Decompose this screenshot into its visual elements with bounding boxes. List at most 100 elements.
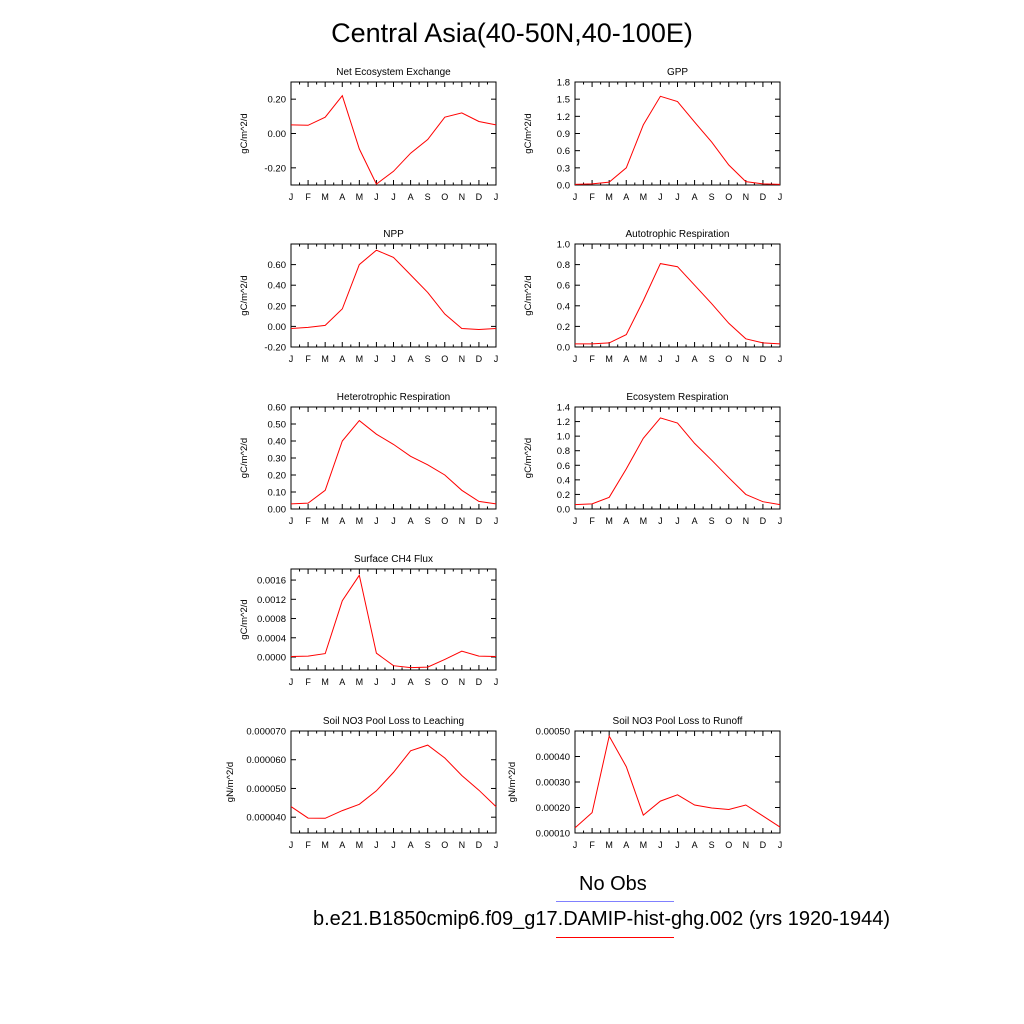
x-tick-label: A [623, 192, 629, 202]
y-axis-label: gC/m^2/d [523, 438, 534, 478]
x-tick-label: J [494, 840, 499, 850]
y-tick-label: 1.8 [557, 78, 570, 89]
x-tick-label: S [425, 354, 431, 364]
x-tick-label: S [709, 516, 715, 526]
x-tick-label: J [675, 354, 680, 364]
series-line [290, 744, 497, 819]
y-tick-label: 0.10 [268, 488, 287, 499]
y-axis-label: gC/m^2/d [239, 275, 250, 315]
x-tick-label: M [605, 354, 613, 364]
x-tick-label: O [441, 354, 448, 364]
y-axis-label: gN/m^2/d [225, 762, 236, 802]
x-tick-label: D [760, 840, 767, 850]
y-tick-label: 0.00020 [536, 803, 570, 814]
x-tick-label: J [658, 516, 663, 526]
plot-frame [290, 243, 497, 348]
x-tick-label: M [640, 192, 648, 202]
y-tick-label: 0.0 [557, 181, 570, 192]
y-tick-label: -0.20 [264, 163, 286, 174]
x-tick-label: J [494, 516, 499, 526]
x-tick-label: J [289, 840, 294, 850]
plot-frame [574, 243, 781, 348]
y-tick-label: 0.9 [557, 129, 570, 140]
x-tick-label: M [605, 840, 613, 850]
y-tick-label: 0.6 [557, 461, 570, 472]
x-tick-label: M [640, 516, 648, 526]
plot-frame [574, 730, 781, 834]
y-tick-label: 0.0 [557, 343, 570, 354]
y-tick-label: 0.0008 [257, 614, 286, 625]
y-tick-label: 0.0016 [257, 576, 286, 587]
panel-title: Autotrophic Respiration [626, 229, 730, 240]
x-tick-label: M [356, 354, 364, 364]
y-tick-label: 0.00050 [536, 727, 570, 738]
x-tick-label: S [709, 354, 715, 364]
legend-model-line [556, 937, 674, 938]
series-line [290, 249, 497, 331]
plot-frame [290, 406, 497, 510]
x-tick-label: J [573, 354, 578, 364]
x-tick-label: F [305, 354, 311, 364]
x-tick-label: J [374, 192, 379, 202]
y-tick-label: 0.000040 [246, 813, 286, 824]
x-tick-label: M [640, 354, 648, 364]
y-tick-label: 0.8 [557, 446, 570, 457]
x-tick-label: O [441, 516, 448, 526]
y-tick-label: 0.0012 [257, 595, 286, 606]
x-tick-label: J [374, 840, 379, 850]
x-tick-label: N [459, 354, 466, 364]
y-tick-label: 0.30 [268, 454, 287, 465]
x-tick-label: O [441, 677, 448, 687]
x-tick-label: J [658, 840, 663, 850]
panel-title: Soil NO3 Pool Loss to Runoff [613, 716, 743, 727]
y-tick-label: 0.00 [268, 505, 287, 516]
x-tick-label: F [589, 516, 595, 526]
y-tick-label: 0.40 [268, 437, 287, 448]
x-tick-label: M [321, 677, 329, 687]
y-tick-label: 1.0 [557, 432, 570, 443]
legend-model-label: b.e21.B1850cmip6.f09_g17.DAMIP-hist-ghg.… [313, 908, 891, 930]
x-tick-label: J [658, 192, 663, 202]
x-tick-label: A [692, 516, 698, 526]
x-tick-label: F [305, 192, 311, 202]
y-tick-label: 0.4 [557, 475, 570, 486]
x-tick-label: J [374, 516, 379, 526]
x-tick-label: F [305, 840, 311, 850]
y-tick-label: 0.60 [268, 260, 287, 271]
y-tick-label: 0.40 [268, 281, 287, 292]
x-tick-label: M [321, 840, 329, 850]
series-line [290, 94, 497, 185]
x-tick-label: J [494, 192, 499, 202]
x-tick-label: J [675, 192, 680, 202]
y-tick-label: 0.000070 [246, 727, 286, 738]
x-tick-label: J [391, 354, 396, 364]
x-tick-label: D [760, 516, 767, 526]
x-tick-label: A [339, 354, 345, 364]
x-tick-label: J [494, 354, 499, 364]
series-line [574, 417, 781, 506]
x-tick-label: M [356, 840, 364, 850]
x-tick-label: D [476, 354, 483, 364]
x-tick-label: J [778, 840, 783, 850]
x-tick-label: J [778, 354, 783, 364]
legend-obs-line [556, 901, 674, 902]
y-tick-label: 0.00040 [536, 752, 570, 763]
y-tick-label: 0.4 [557, 301, 570, 312]
y-tick-label: 1.2 [557, 417, 570, 428]
y-tick-label: 1.2 [557, 112, 570, 123]
plot-frame [290, 730, 497, 834]
y-tick-label: -0.20 [264, 343, 286, 354]
y-tick-label: 1.4 [557, 403, 570, 414]
x-tick-label: O [725, 516, 732, 526]
plot-frame [290, 81, 497, 186]
x-tick-label: F [589, 840, 595, 850]
panel-title: Net Ecosystem Exchange [336, 67, 451, 78]
y-axis-label: gC/m^2/d [239, 438, 250, 478]
x-tick-label: F [305, 516, 311, 526]
x-tick-label: S [425, 192, 431, 202]
y-tick-label: 0.3 [557, 163, 570, 174]
x-tick-label: J [391, 677, 396, 687]
